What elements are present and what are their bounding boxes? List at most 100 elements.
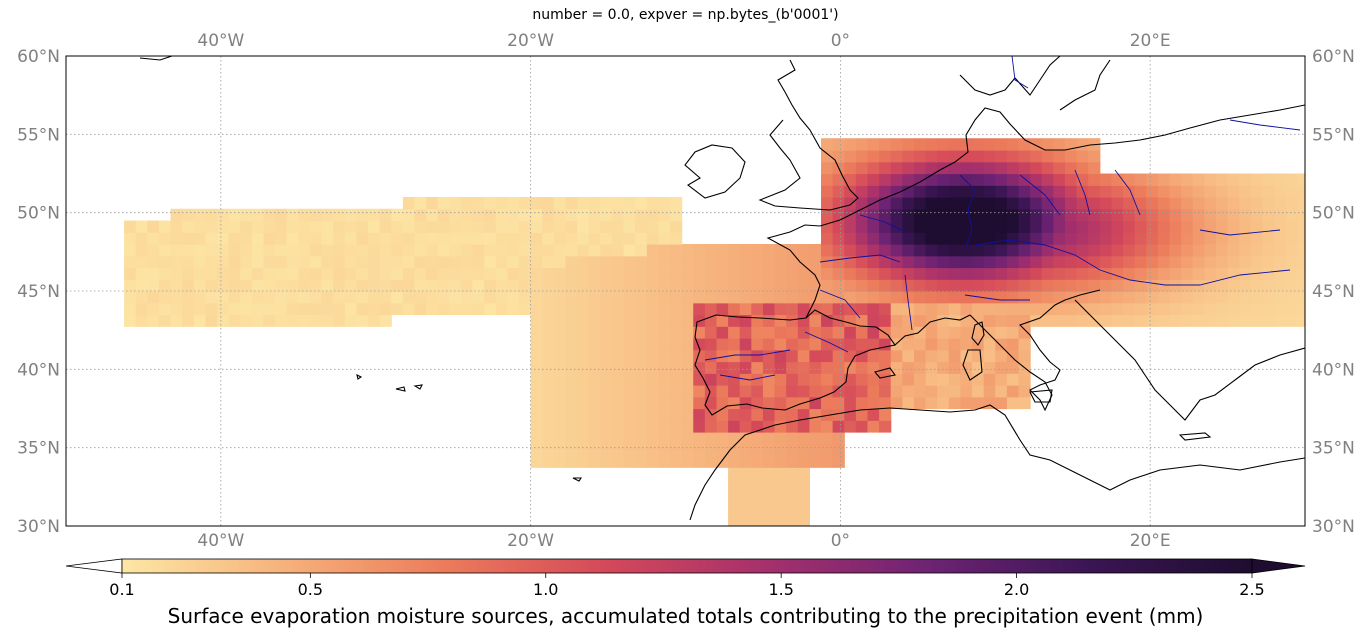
heatmap-cell [925, 291, 938, 304]
heatmap-cell [240, 255, 253, 269]
heatmap-cell [495, 197, 508, 210]
heatmap-cell [228, 208, 241, 222]
heatmap-cell [1041, 255, 1054, 269]
heatmap-cell [1297, 267, 1305, 280]
heatmap-cell [960, 185, 973, 198]
heatmap-cell [321, 255, 334, 269]
island-sicily [1029, 389, 1053, 403]
heatmap-cell [646, 197, 659, 210]
heatmap-cell [542, 197, 555, 210]
heatmap-cell [774, 455, 787, 468]
heatmap-cell [762, 361, 776, 374]
heatmap-cell [646, 314, 659, 327]
heatmap-cell [426, 267, 439, 280]
heatmap-cell [623, 420, 636, 433]
heatmap-cell [205, 279, 218, 292]
heatmap-cell [1192, 232, 1205, 245]
heatmap-cell [681, 244, 694, 257]
heatmap-cell [913, 396, 927, 410]
heatmap-cell [135, 302, 148, 316]
heatmap-cell [774, 314, 787, 327]
heatmap-cell [1134, 255, 1147, 269]
heatmap-cell [1285, 267, 1298, 280]
heatmap-cell [530, 279, 543, 292]
heatmap-cell [751, 244, 764, 257]
heatmap-cell [948, 361, 962, 374]
heatmap-cell [879, 396, 892, 410]
heatmap-cell [762, 338, 776, 351]
heatmap-cell [588, 420, 601, 433]
heatmap-cell [1018, 255, 1031, 269]
heatmap-cell [1018, 279, 1031, 292]
heatmap-cell [205, 244, 218, 257]
heatmap-cell [658, 232, 671, 245]
heatmap-cell [1123, 232, 1136, 245]
heatmap-cell [704, 291, 718, 304]
heatmap-cell [1262, 267, 1275, 280]
heatmap-cell [716, 443, 729, 457]
heatmap-cell [623, 443, 636, 457]
heatmap-cell [449, 255, 462, 269]
heatmap-cell [1099, 244, 1113, 257]
heatmap-cell [263, 314, 276, 327]
heatmap-cell [902, 361, 915, 374]
heatmap-cell [844, 138, 857, 151]
heatmap-cell [937, 326, 950, 339]
heatmap-cell [1192, 185, 1205, 198]
heatmap-cell [217, 291, 230, 304]
heatmap-cell [600, 361, 613, 374]
heatmap-cell [577, 396, 590, 410]
heatmap-cell [728, 432, 741, 445]
heatmap-cell [797, 514, 810, 526]
heatmap-cell [925, 150, 938, 163]
coast-france-south [894, 314, 971, 346]
heatmap-cell [588, 396, 601, 410]
heatmap-cell [1262, 208, 1275, 222]
heatmap-cell [1169, 232, 1182, 245]
heatmap-cell [937, 138, 950, 151]
heatmap-cell [1041, 291, 1054, 304]
heatmap-cell [553, 349, 567, 363]
heatmap-cell [577, 373, 590, 386]
heatmap-cell [553, 373, 567, 386]
heatmap-cell [832, 208, 845, 222]
heatmap-cell [832, 408, 845, 421]
heatmap-cell [762, 326, 776, 339]
heatmap-cell [1262, 255, 1275, 269]
heatmap-cell [809, 385, 822, 398]
heatmap-cell [1111, 267, 1124, 280]
heatmap-cell [867, 161, 880, 175]
heatmap-cell [1088, 279, 1101, 292]
heatmap-cell [786, 443, 799, 457]
heatmap-cell [391, 279, 404, 292]
heatmap-cell [774, 291, 787, 304]
heatmap-cell [867, 279, 880, 292]
heatmap-cell [611, 385, 625, 398]
heatmap-cell [821, 432, 834, 445]
heatmap-cell [774, 514, 787, 526]
heatmap-cell [1181, 255, 1194, 269]
heatmap-cell [704, 279, 718, 292]
heatmap-cell [1285, 244, 1298, 257]
heatmap-cell [995, 385, 1008, 398]
heatmap-cell [739, 467, 752, 480]
heatmap-cell [1215, 279, 1229, 292]
lon-tick-label: 20°W [507, 31, 554, 51]
heatmap-cell [797, 338, 810, 351]
heatmap-cell [797, 502, 810, 515]
heatmap-cell [948, 232, 962, 245]
heatmap-cell [263, 267, 276, 280]
heatmap-cell [228, 279, 241, 292]
heatmap-cell [646, 279, 659, 292]
heatmap-cell [507, 291, 520, 304]
heatmap-cell [855, 138, 869, 151]
heatmap-cell [925, 161, 938, 175]
heatmap-cell [704, 385, 718, 398]
heatmap-cell [1274, 197, 1287, 210]
heatmap-cell [484, 197, 497, 210]
heatmap-cell [135, 291, 148, 304]
heatmap-cell [1053, 185, 1066, 198]
heatmap-cell [368, 232, 381, 245]
heatmap-cell [309, 267, 323, 280]
island-baleares [874, 367, 896, 379]
